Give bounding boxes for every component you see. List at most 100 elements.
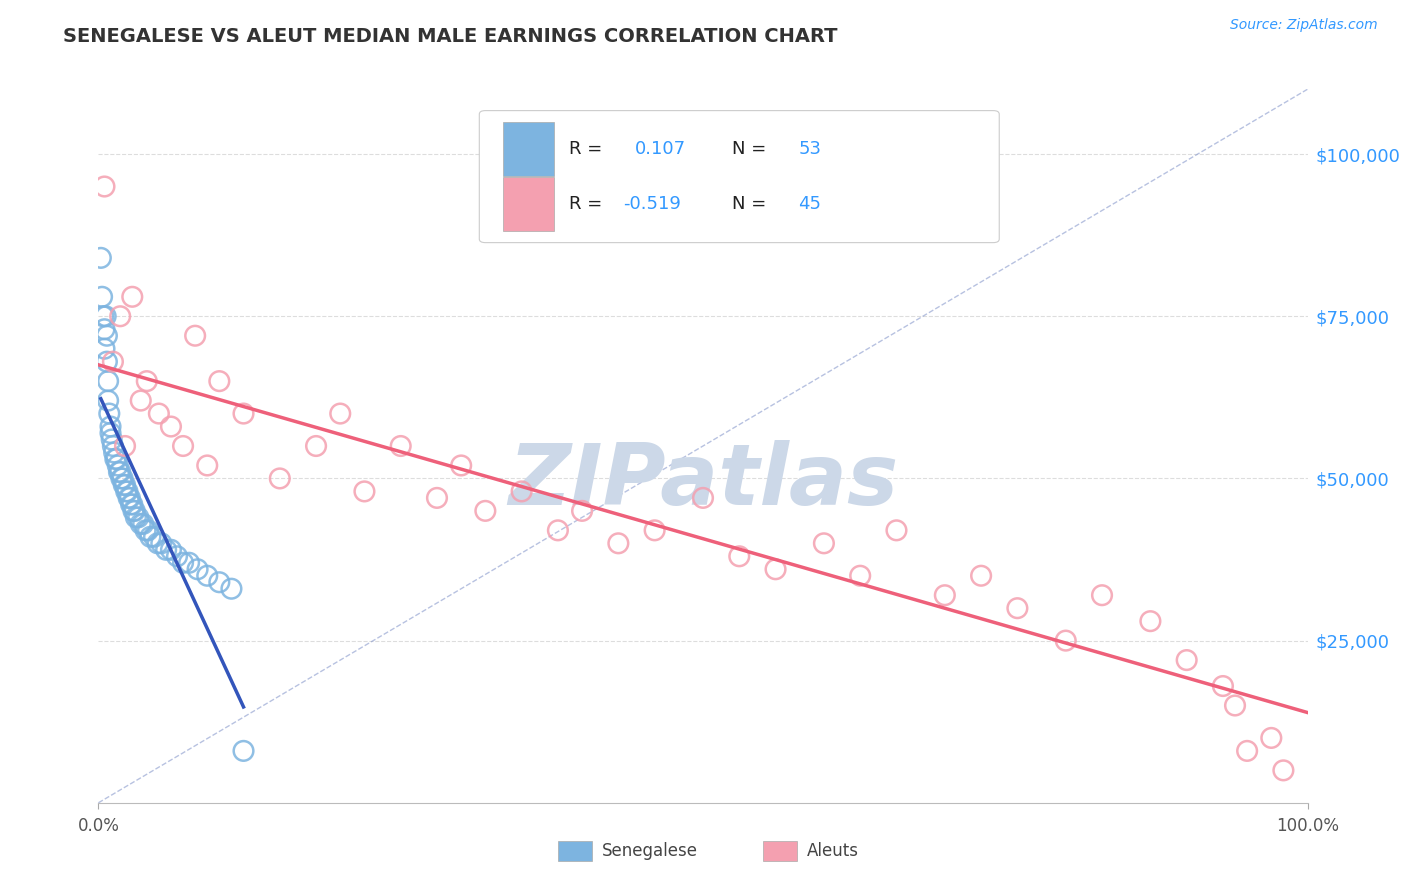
Point xyxy=(129,393,152,408)
Point xyxy=(1175,653,1198,667)
Point xyxy=(101,354,124,368)
Point xyxy=(100,433,122,447)
Point xyxy=(108,310,131,324)
Point xyxy=(120,497,142,511)
Point xyxy=(139,530,162,544)
Point xyxy=(195,458,218,473)
Point xyxy=(849,568,872,582)
Point xyxy=(114,478,136,492)
Point xyxy=(813,536,835,550)
Point xyxy=(934,588,956,602)
Text: Source: ZipAtlas.com: Source: ZipAtlas.com xyxy=(1230,18,1378,32)
Text: ZIPatlas: ZIPatlas xyxy=(508,440,898,524)
Point xyxy=(132,516,155,531)
Point xyxy=(1260,731,1282,745)
Point xyxy=(107,458,129,473)
Point xyxy=(103,445,125,459)
FancyBboxPatch shape xyxy=(503,122,554,176)
Point xyxy=(607,536,630,550)
Point xyxy=(114,439,136,453)
Point xyxy=(571,504,593,518)
Text: R =: R = xyxy=(569,195,607,213)
Point xyxy=(474,504,496,518)
Point xyxy=(166,549,188,564)
Point xyxy=(1236,744,1258,758)
Point xyxy=(118,491,141,505)
Text: -0.519: -0.519 xyxy=(623,195,681,213)
Point xyxy=(208,374,231,388)
FancyBboxPatch shape xyxy=(763,841,797,862)
Point xyxy=(94,310,117,324)
Text: R =: R = xyxy=(569,140,607,158)
Point xyxy=(148,407,170,421)
Point xyxy=(122,504,145,518)
Text: 45: 45 xyxy=(799,195,821,213)
Point xyxy=(160,542,183,557)
Point xyxy=(970,568,993,582)
Text: Aleuts: Aleuts xyxy=(807,842,859,860)
Point xyxy=(1272,764,1295,778)
Point xyxy=(329,407,352,421)
Point xyxy=(136,524,159,538)
Point xyxy=(353,484,375,499)
Point xyxy=(96,328,118,343)
Point xyxy=(97,374,120,388)
Point xyxy=(1054,633,1077,648)
Point xyxy=(121,497,143,511)
Point xyxy=(195,568,218,582)
Point xyxy=(146,536,169,550)
Point xyxy=(127,510,149,524)
Point xyxy=(101,439,124,453)
Point xyxy=(728,549,751,564)
Point xyxy=(143,530,166,544)
Point xyxy=(1091,588,1114,602)
Point xyxy=(110,471,132,485)
Text: Senegalese: Senegalese xyxy=(602,842,697,860)
Point xyxy=(886,524,908,538)
Point xyxy=(121,290,143,304)
Point xyxy=(108,465,131,479)
Point xyxy=(155,542,177,557)
Point xyxy=(105,452,128,467)
Point xyxy=(125,510,148,524)
Point xyxy=(129,516,152,531)
Point xyxy=(115,484,138,499)
Point xyxy=(112,478,135,492)
Point xyxy=(765,562,787,576)
Point xyxy=(96,354,118,368)
Text: 0.107: 0.107 xyxy=(636,140,686,158)
Point xyxy=(100,425,122,440)
Point xyxy=(305,439,328,453)
Point xyxy=(269,471,291,485)
Text: SENEGALESE VS ALEUT MEDIAN MALE EARNINGS CORRELATION CHART: SENEGALESE VS ALEUT MEDIAN MALE EARNINGS… xyxy=(63,27,838,45)
Point xyxy=(208,575,231,590)
Point xyxy=(93,322,115,336)
Point xyxy=(510,484,533,499)
Point xyxy=(104,452,127,467)
Point xyxy=(389,439,412,453)
Point xyxy=(91,290,114,304)
Point xyxy=(172,439,194,453)
Point xyxy=(93,342,115,356)
Point xyxy=(90,251,112,265)
Point xyxy=(97,393,120,408)
Point xyxy=(135,524,157,538)
Point xyxy=(644,524,666,538)
FancyBboxPatch shape xyxy=(558,841,592,862)
Point xyxy=(187,562,209,576)
Point xyxy=(98,407,121,421)
Text: N =: N = xyxy=(733,140,772,158)
Point xyxy=(1223,698,1246,713)
Point xyxy=(124,504,146,518)
Point xyxy=(100,419,122,434)
FancyBboxPatch shape xyxy=(503,178,554,231)
Point xyxy=(135,374,157,388)
Point xyxy=(111,471,134,485)
Point xyxy=(1139,614,1161,628)
Point xyxy=(184,328,207,343)
Point xyxy=(692,491,714,505)
Point xyxy=(1007,601,1029,615)
Point xyxy=(108,465,131,479)
Point xyxy=(150,536,173,550)
Point xyxy=(93,179,115,194)
